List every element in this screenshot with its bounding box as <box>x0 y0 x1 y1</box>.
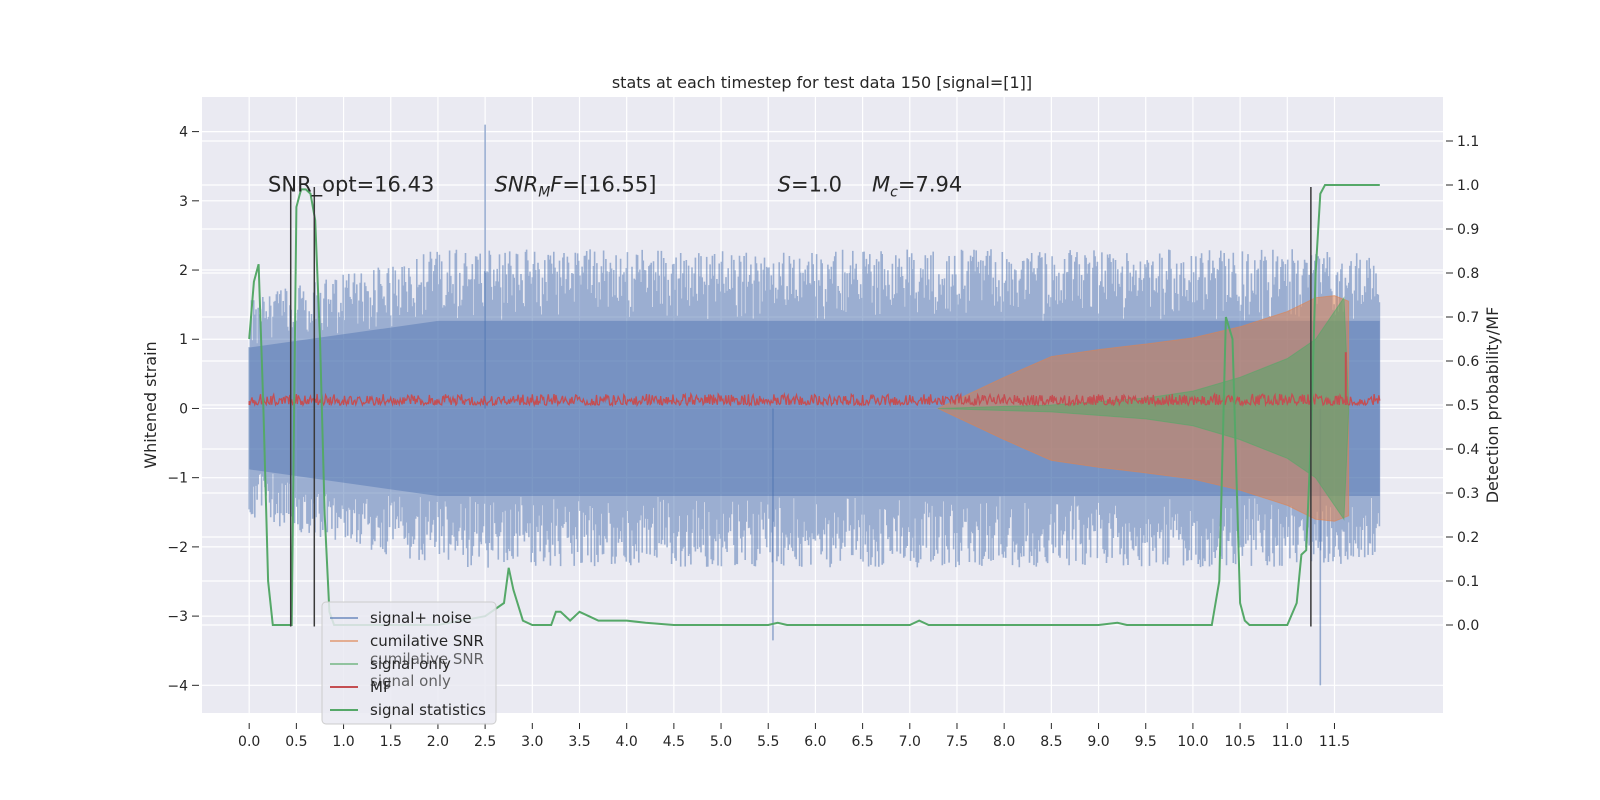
legend-label-1: cumilative SNR <box>370 632 484 650</box>
y-right-tick-label-1: 0.1 <box>1457 574 1479 590</box>
x-tick-label-11: 5.5 <box>757 734 779 750</box>
y-right-tick-label-8: 0.8 <box>1457 266 1479 282</box>
x-tick-label-15: 7.5 <box>946 734 968 750</box>
y-right-tick-label-10: 1.0 <box>1457 178 1479 194</box>
y-right-tick-label-6: 0.6 <box>1457 354 1479 370</box>
axis-ticks: 0.0 0.5 1.0 1.5 2.0 2.5 3.0 3.5 4.0 4.5 5.0 5.5 6.0 6… <box>167 125 1479 750</box>
signal-statistics-line <box>248 184 1380 626</box>
x-tick-label-19: 9.5 <box>1135 734 1157 750</box>
mf-trace <box>248 391 1381 408</box>
y-axis-label: Whitened strain <box>141 341 160 468</box>
y-tick-label-8: 4 <box>179 125 188 141</box>
y-tick-label-6: 2 <box>179 263 188 279</box>
y-tick-label-3: −1 <box>167 471 188 487</box>
y-right-tick-label-0: 0.0 <box>1457 618 1479 634</box>
series-signal-statistics <box>248 184 1380 626</box>
annotation-s-value: S=1.0 <box>778 173 842 197</box>
annotation-snr-opt: SNR_opt=16.43 <box>268 173 434 198</box>
legend-ghost-label-1: signal only <box>370 672 451 690</box>
x-tick-label-10: 5.0 <box>710 734 732 750</box>
x-tick-label-5: 2.5 <box>474 734 496 750</box>
y-tick-label-7: 3 <box>179 194 188 210</box>
chart-title: stats at each timestep for test data 150… <box>612 73 1032 92</box>
legend-box <box>321 601 497 725</box>
y-tick-label-4: 0 <box>179 401 188 417</box>
series-signal-only <box>938 296 1350 521</box>
y-tick-label-1: −3 <box>167 609 188 625</box>
x-tick-label-13: 6.5 <box>851 734 873 750</box>
x-tick-label-0: 0.0 <box>238 734 260 750</box>
x-tick-label-1: 0.5 <box>285 734 307 750</box>
vertical-markers <box>289 186 1312 627</box>
x-tick-label-7: 3.5 <box>568 734 590 750</box>
x-tick-label-3: 1.5 <box>380 734 402 750</box>
y-tick-label-0: −4 <box>167 678 188 694</box>
y-right-tick-label-7: 0.7 <box>1457 310 1479 326</box>
series-mf <box>248 352 1381 408</box>
y-tick-label-2: −2 <box>167 540 188 556</box>
x-tick-label-6: 3.0 <box>521 734 543 750</box>
y-tick-label-5: 1 <box>179 332 188 348</box>
legend-label-4: signal statistics <box>370 701 486 719</box>
annotation-snr-mf: SNRMF=[16.55] <box>495 173 657 201</box>
y-right-tick-label-11: 1.1 <box>1457 134 1479 150</box>
legend-ghost-label-0: cumilative SNR <box>370 650 484 668</box>
x-tick-label-8: 4.0 <box>616 734 638 750</box>
legend-label-0: signal+ noise <box>370 609 472 627</box>
y-right-tick-label-9: 0.9 <box>1457 222 1479 238</box>
x-tick-label-20: 10.0 <box>1177 734 1208 750</box>
x-tick-label-18: 9.0 <box>1087 734 1109 750</box>
x-tick-label-17: 8.5 <box>1040 734 1062 750</box>
y-right-tick-label-2: 0.2 <box>1457 530 1479 546</box>
x-tick-label-14: 7.0 <box>899 734 921 750</box>
y-right-tick-label-3: 0.3 <box>1457 486 1479 502</box>
x-tick-label-2: 1.0 <box>332 734 354 750</box>
x-tick-label-16: 8.0 <box>993 734 1015 750</box>
x-tick-label-9: 4.5 <box>663 734 685 750</box>
data-layer <box>248 124 1381 686</box>
x-tick-label-21: 10.5 <box>1225 734 1256 750</box>
legend-label-3: MF <box>370 678 392 696</box>
x-tick-label-12: 6.0 <box>804 734 826 750</box>
envelope-fill <box>938 296 1350 521</box>
y-axis-right-label: Detection probability/MF <box>1483 307 1502 504</box>
y-right-tick-label-4: 0.4 <box>1457 442 1479 458</box>
x-tick-label-23: 11.5 <box>1319 734 1350 750</box>
legend-label-2: signal only <box>370 655 451 673</box>
annotation-mc-value: Mc=7.94 <box>872 173 962 201</box>
x-tick-label-22: 11.0 <box>1272 734 1303 750</box>
x-tick-label-4: 2.0 <box>427 734 449 750</box>
y-right-tick-label-5: 0.5 <box>1457 398 1479 414</box>
annotations: SNR_opt=16.43 SNRMF=[16.55] S=1.0 Mc=7.94 <box>268 173 962 201</box>
